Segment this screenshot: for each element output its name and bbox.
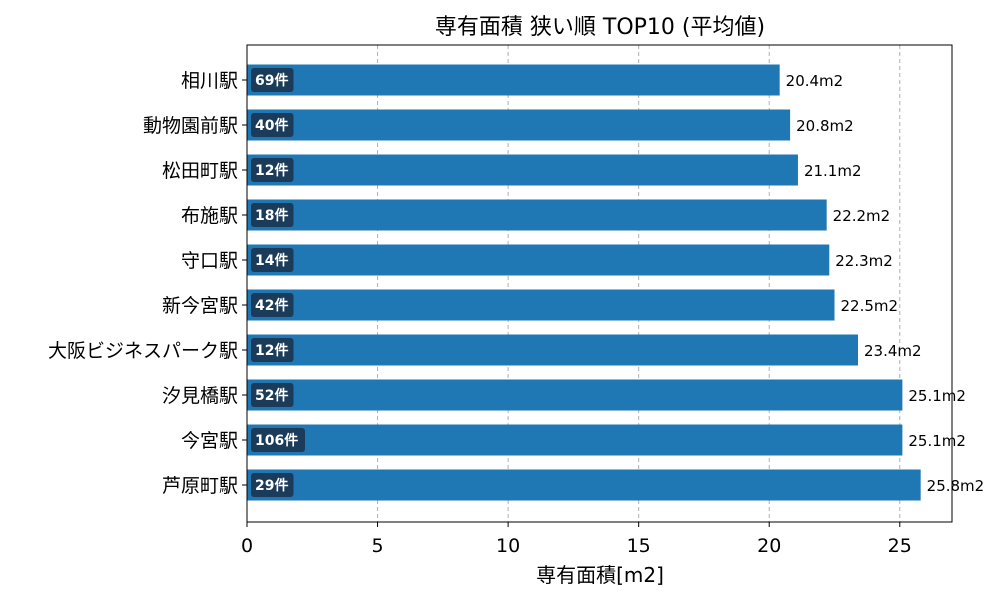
value-label: 22.3m2: [835, 252, 893, 270]
x-tick-label: 0: [241, 535, 253, 557]
chart-title: 専有面積 狭い順 TOP10 (平均値): [435, 15, 765, 40]
category-labels: 相川駅動物園前駅松田町駅布施駅守口駅新今宮駅大阪ビジネスパーク駅汐見橋駅今宮駅芦…: [48, 70, 247, 497]
bar: [247, 424, 903, 456]
x-tick-label: 5: [372, 535, 384, 557]
x-tick-label: 15: [627, 535, 651, 557]
bar: [247, 289, 835, 321]
count-label: 106件: [255, 432, 298, 449]
value-label: 23.4m2: [864, 342, 922, 360]
x-ticks: 0 5 10 15 20 25: [241, 522, 912, 557]
bar: [247, 199, 827, 231]
category-label: 芦原町駅: [162, 475, 238, 497]
x-tick-label: 25: [888, 535, 912, 557]
category-label: 今宮駅: [181, 430, 238, 452]
value-label: 21.1m2: [804, 162, 862, 180]
count-badge: [251, 113, 294, 137]
bar: [247, 244, 830, 276]
category-label: 大阪ビジネスパーク駅: [48, 340, 238, 362]
count-badge: [251, 158, 294, 182]
value-label: 25.1m2: [908, 432, 966, 450]
bar: [247, 379, 903, 411]
count-badge: [251, 383, 294, 407]
value-label: 22.2m2: [833, 207, 891, 225]
count-label: 12件: [255, 342, 288, 359]
category-label: 汐見橋駅: [162, 385, 238, 407]
count-badge: [251, 338, 294, 362]
bar: [247, 64, 780, 96]
count-label: 18件: [255, 207, 288, 224]
x-axis-label: 専有面積[m2]: [536, 563, 664, 587]
category-label: 布施駅: [181, 205, 238, 227]
bar: [247, 109, 791, 141]
bar: [247, 334, 858, 366]
plot-frame: [246, 44, 953, 523]
count-label: 29件: [255, 477, 288, 494]
x-tick-label: 20: [757, 535, 781, 557]
count-label: 12件: [255, 162, 288, 179]
count-badge: [251, 293, 294, 317]
count-label: 42件: [255, 297, 288, 314]
count-badge: [251, 473, 294, 497]
value-label: 22.5m2: [841, 297, 899, 315]
category-label: 動物園前駅: [143, 115, 238, 137]
category-label: 守口駅: [181, 250, 238, 272]
count-badge: [251, 68, 294, 92]
value-label: 25.1m2: [908, 387, 966, 405]
x-tick-label: 10: [496, 535, 520, 557]
category-label: 新今宮駅: [162, 295, 238, 317]
bars: 69件 20.4m2 40件 20.8m2 12件 21.1m2 18件 22.2m2 14件 2…: [247, 64, 985, 501]
value-label: 20.4m2: [786, 72, 844, 90]
count-badge: [251, 248, 294, 272]
value-label: 20.8m2: [796, 117, 854, 135]
count-badge: [251, 203, 294, 227]
value-label: 25.8m2: [927, 477, 985, 495]
count-label: 69件: [255, 72, 288, 89]
category-label: 松田町駅: [162, 160, 238, 182]
bar: [247, 154, 798, 186]
count-label: 40件: [255, 117, 288, 134]
category-label: 相川駅: [181, 70, 238, 92]
count-label: 14件: [255, 252, 288, 269]
count-badge: [251, 428, 305, 452]
count-label: 52件: [255, 387, 288, 404]
bar: [247, 469, 921, 501]
